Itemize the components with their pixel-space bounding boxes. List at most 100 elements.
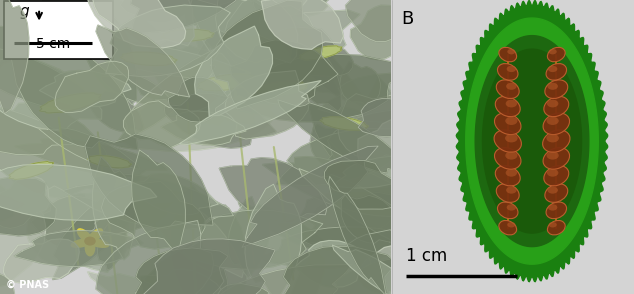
Ellipse shape (548, 204, 557, 211)
Polygon shape (85, 134, 213, 228)
Ellipse shape (507, 49, 515, 54)
Polygon shape (306, 186, 403, 243)
Ellipse shape (545, 184, 568, 202)
Polygon shape (30, 196, 121, 252)
Polygon shape (164, 93, 276, 148)
Polygon shape (211, 0, 323, 109)
Ellipse shape (548, 66, 557, 72)
Ellipse shape (546, 202, 567, 219)
Polygon shape (216, 0, 298, 63)
Polygon shape (131, 0, 250, 34)
Polygon shape (224, 0, 315, 77)
Polygon shape (86, 239, 94, 256)
Polygon shape (171, 186, 248, 294)
Polygon shape (124, 101, 200, 148)
Polygon shape (145, 194, 243, 278)
Polygon shape (63, 174, 233, 229)
Polygon shape (230, 40, 338, 105)
Polygon shape (93, 157, 136, 260)
Polygon shape (68, 0, 201, 75)
Ellipse shape (506, 187, 517, 194)
Polygon shape (299, 46, 342, 60)
Polygon shape (0, 46, 103, 110)
Ellipse shape (507, 66, 516, 72)
Polygon shape (101, 181, 205, 249)
Polygon shape (185, 0, 288, 51)
Polygon shape (325, 161, 406, 209)
Polygon shape (199, 265, 352, 294)
Polygon shape (332, 245, 437, 294)
Polygon shape (39, 0, 108, 44)
Polygon shape (268, 0, 337, 16)
Polygon shape (358, 245, 451, 294)
Ellipse shape (499, 220, 517, 235)
Polygon shape (86, 91, 144, 132)
Polygon shape (39, 71, 131, 107)
Polygon shape (338, 93, 428, 160)
Polygon shape (476, 36, 589, 247)
Polygon shape (299, 168, 450, 255)
Polygon shape (351, 5, 414, 60)
Polygon shape (328, 176, 386, 294)
Polygon shape (344, 175, 417, 237)
Ellipse shape (505, 134, 517, 142)
Polygon shape (101, 72, 170, 104)
Ellipse shape (506, 100, 517, 107)
Bar (4, 1, 113, 59)
Polygon shape (72, 239, 93, 247)
Polygon shape (290, 40, 341, 111)
Polygon shape (329, 140, 418, 260)
Ellipse shape (506, 83, 517, 90)
Polygon shape (150, 45, 256, 125)
Polygon shape (87, 239, 108, 247)
Polygon shape (228, 196, 269, 278)
Ellipse shape (547, 47, 565, 62)
Polygon shape (260, 227, 412, 268)
Polygon shape (256, 81, 307, 95)
Polygon shape (195, 26, 273, 116)
Ellipse shape (547, 187, 558, 194)
Text: g: g (20, 4, 29, 19)
Polygon shape (310, 124, 354, 169)
Polygon shape (320, 117, 368, 130)
Ellipse shape (545, 80, 568, 98)
Polygon shape (0, 179, 46, 288)
Text: © PNAS: © PNAS (6, 280, 49, 290)
Polygon shape (96, 220, 214, 294)
Polygon shape (27, 186, 128, 272)
Polygon shape (482, 49, 581, 233)
Polygon shape (245, 184, 302, 294)
Polygon shape (318, 73, 468, 123)
Ellipse shape (543, 113, 569, 135)
Ellipse shape (547, 134, 559, 142)
Polygon shape (309, 105, 416, 193)
Polygon shape (276, 128, 409, 186)
Ellipse shape (543, 148, 569, 169)
Polygon shape (106, 5, 230, 77)
Polygon shape (217, 283, 278, 294)
Ellipse shape (546, 64, 567, 80)
Polygon shape (120, 0, 194, 21)
Text: 1 cm: 1 cm (406, 247, 447, 265)
Ellipse shape (547, 83, 558, 90)
Ellipse shape (498, 202, 518, 219)
Polygon shape (278, 246, 396, 294)
Polygon shape (274, 27, 353, 76)
Polygon shape (288, 243, 325, 294)
Polygon shape (295, 240, 371, 287)
Polygon shape (85, 0, 194, 46)
Ellipse shape (494, 130, 521, 152)
Polygon shape (0, 176, 49, 228)
Polygon shape (4, 239, 79, 283)
Polygon shape (72, 41, 251, 79)
Polygon shape (42, 193, 88, 234)
Polygon shape (344, 230, 427, 288)
Polygon shape (10, 42, 138, 150)
Ellipse shape (548, 49, 557, 54)
Polygon shape (195, 30, 285, 103)
Ellipse shape (505, 151, 517, 160)
Polygon shape (333, 156, 427, 188)
Polygon shape (456, 1, 607, 282)
Polygon shape (0, 272, 15, 294)
Circle shape (85, 237, 95, 245)
